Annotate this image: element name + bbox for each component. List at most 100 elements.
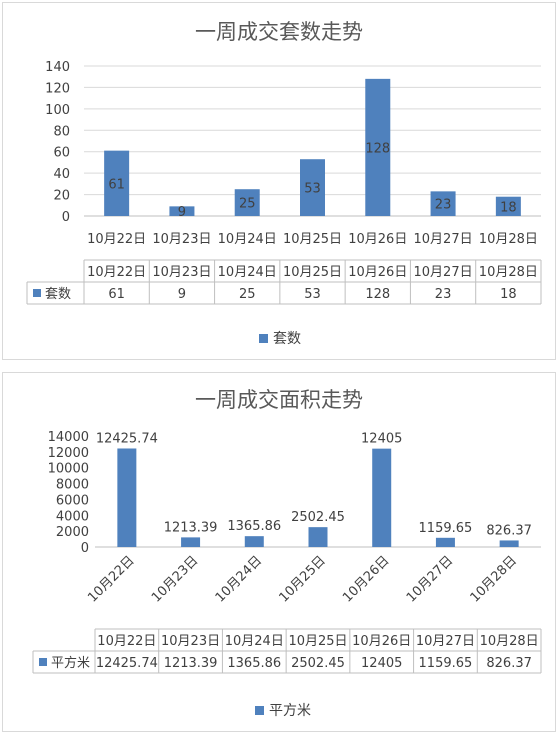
table-header-cell: 10月24日: [218, 265, 277, 280]
bar: [117, 448, 137, 547]
table-header-cell: 10月25日: [283, 265, 342, 280]
data-label: 128: [365, 141, 390, 156]
table-header-cell: 10月28日: [480, 634, 539, 649]
units-chart-panel: 一周成交套数走势 0 20 40 60 80 100 120 140 61 10月22日 9 10月2…: [2, 2, 556, 360]
table-legend-key: [33, 289, 41, 297]
x-tick-label: 10月25日: [276, 553, 328, 605]
data-label: 53: [304, 182, 321, 197]
y-tick-label: 0: [81, 541, 89, 556]
y-tick-label: 120: [45, 81, 70, 96]
bar: [300, 159, 325, 216]
legend-label: 套数: [273, 331, 301, 347]
legend-marker: [255, 706, 264, 715]
bar: [499, 540, 519, 547]
y-tick-label: 140: [45, 60, 70, 75]
bar: [435, 537, 455, 547]
data-label: 1365.86: [227, 519, 281, 534]
data-label: 18: [500, 200, 517, 215]
table-value-cell: 25: [239, 287, 256, 302]
table-series-name: 套数: [45, 286, 71, 302]
data-label: 23: [435, 198, 452, 213]
x-tick-label: 10月28日: [479, 232, 538, 247]
legend-marker: [259, 334, 268, 343]
table-value-cell: 9: [178, 287, 186, 302]
bar: [308, 527, 328, 547]
bar: [234, 189, 260, 216]
data-label: 9: [178, 205, 186, 220]
table-value-cell: 61: [108, 287, 125, 302]
y-tick-label: 6000: [56, 493, 89, 508]
table-header-cell: 10月25日: [288, 634, 347, 649]
table-value-cell: 1365.86: [227, 656, 281, 671]
table-header-cell: 10月27日: [416, 634, 475, 649]
y-tick-label: 40: [53, 167, 70, 182]
bar: [430, 191, 456, 216]
data-label: 2502.45: [291, 510, 345, 525]
data-label: 25: [239, 197, 256, 212]
table-series-name: 平方米: [51, 655, 90, 671]
x-tick-label: 10月26日: [348, 232, 407, 247]
bar: [104, 150, 130, 216]
y-tick-label: 2000: [56, 525, 89, 540]
table-value-cell: 2502.45: [291, 656, 345, 671]
table-value-cell: 128: [365, 287, 390, 302]
table-header-cell: 10月26日: [352, 634, 411, 649]
table-header-cell: 10月23日: [161, 634, 220, 649]
table-value-cell: 826.37: [486, 656, 532, 671]
table-value-cell: 1213.39: [164, 656, 218, 671]
x-tick-label: 10月22日: [87, 232, 146, 247]
table-header-cell: 10月27日: [414, 265, 473, 280]
x-tick-label: 10月24日: [213, 553, 265, 605]
bar: [495, 196, 521, 216]
bar: [372, 448, 392, 547]
y-tick-label: 0: [62, 210, 70, 225]
area-chart: 一周成交面积走势 0200040006000800010000120001400…: [32, 388, 542, 719]
table-value-cell: 12425.74: [96, 656, 158, 671]
chart-title: 一周成交套数走势: [195, 20, 363, 44]
table-header-cell: 10月22日: [87, 265, 146, 280]
chart-title: 一周成交面积走势: [195, 388, 363, 412]
data-label: 1159.65: [419, 521, 473, 536]
table-header-cell: 10月23日: [152, 265, 211, 280]
x-tick-label: 10月22日: [85, 553, 137, 605]
y-tick-label: 100: [45, 103, 70, 118]
table-value-cell: 1159.65: [419, 656, 473, 671]
table-header-cell: 10月26日: [348, 265, 407, 280]
data-label: 1213.39: [164, 520, 218, 535]
x-tick-label: 10月27日: [414, 232, 473, 247]
table-header-cell: 10月28日: [479, 265, 538, 280]
table-value-cell: 12405: [361, 656, 402, 671]
y-tick-label: 4000: [56, 509, 89, 524]
y-tick-label: 80: [53, 124, 70, 139]
legend-label: 平方米: [269, 703, 311, 719]
y-tick-label: 12000: [48, 446, 89, 461]
table-value-cell: 23: [435, 287, 452, 302]
y-tick-label: 14000: [48, 430, 89, 445]
x-tick-label: 10月26日: [340, 553, 392, 605]
area-chart-panel: 一周成交面积走势 0 2000 4000 6000 8000 10000 12000 1400…: [2, 372, 556, 732]
x-tick-label: 10月28日: [468, 553, 520, 605]
x-tick-label: 10月23日: [152, 232, 211, 247]
table-header-cell: 10月24日: [225, 634, 284, 649]
y-tick-label: 10000: [48, 462, 89, 477]
x-tick-label: 10月25日: [283, 232, 342, 247]
data-label: 12425.74: [96, 431, 158, 446]
table-value-cell: 18: [500, 287, 517, 302]
data-label: 826.37: [486, 523, 532, 538]
data-label: 12405: [361, 432, 402, 447]
y-tick-label: 60: [53, 146, 70, 161]
x-tick-label: 10月24日: [218, 232, 277, 247]
bar: [181, 537, 201, 547]
units-chart: 一周成交套数走势 0 20 40 60 80 100 120 140 61 10月22日 9 10月2…: [26, 20, 542, 347]
y-tick-label: 20: [53, 189, 70, 204]
table-header-cell: 10月22日: [97, 634, 156, 649]
bar: [244, 536, 264, 547]
data-label: 61: [108, 177, 125, 192]
table-legend-key: [39, 658, 47, 666]
table-value-cell: 53: [304, 287, 321, 302]
bar: [169, 206, 195, 216]
x-tick-label: 10月23日: [149, 553, 201, 605]
bar: [365, 78, 391, 216]
y-tick-label: 8000: [56, 478, 89, 493]
x-tick-label: 10月27日: [404, 553, 456, 605]
